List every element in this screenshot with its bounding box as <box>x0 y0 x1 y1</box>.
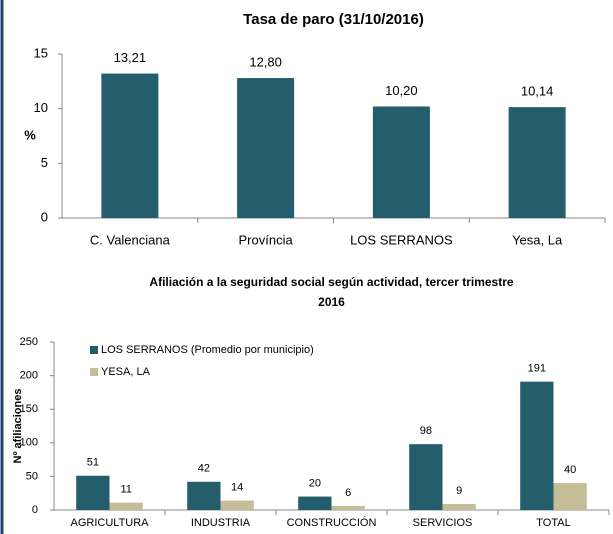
y-axis-label: Nº afiliaciones <box>12 389 24 464</box>
legend-swatch <box>90 368 98 376</box>
value-label: 98 <box>420 425 432 437</box>
legend-label: YESA, LA <box>101 366 151 378</box>
bar <box>372 106 430 218</box>
x-tick-label: TOTAL <box>536 517 570 529</box>
x-tick-label: CONSTRUCCIÓN <box>287 516 377 529</box>
y-axis-label: % <box>24 127 36 142</box>
bar <box>76 475 110 510</box>
bar <box>237 78 295 218</box>
bar <box>187 481 221 510</box>
value-label: 40 <box>564 464 576 476</box>
value-label: 42 <box>198 463 210 475</box>
value-label: 9 <box>456 485 462 497</box>
x-tick-label: C. Valenciana <box>90 232 171 247</box>
value-label: 11 <box>120 484 131 496</box>
bar <box>553 483 587 510</box>
y-tick-label: 250 <box>20 336 38 348</box>
y-tick-label: 10 <box>34 100 48 115</box>
y-tick-label: 200 <box>20 370 38 382</box>
bar <box>442 503 476 510</box>
value-label: 12,80 <box>249 54 282 69</box>
bar <box>101 73 159 218</box>
x-tick-label: LOS SERRANOS <box>350 232 453 247</box>
value-label: 20 <box>309 477 321 489</box>
y-tick-label: 150 <box>20 403 38 415</box>
x-tick-label: Província <box>239 232 294 247</box>
legend-swatch <box>90 346 98 354</box>
x-tick-label: INDUSTRIA <box>191 517 251 529</box>
bar <box>220 500 254 510</box>
bar <box>331 505 365 510</box>
value-label: 13,21 <box>114 50 147 65</box>
y-tick-label: 5 <box>41 155 48 170</box>
x-tick-label: AGRICULTURA <box>70 517 149 529</box>
bar <box>109 502 143 510</box>
bar <box>298 496 332 510</box>
value-label: 191 <box>528 363 546 375</box>
y-tick-label: 0 <box>41 209 48 224</box>
x-tick-label: Yesa, La <box>512 232 563 247</box>
bar <box>520 381 554 510</box>
y-tick-label: 0 <box>32 504 38 516</box>
y-tick-label: 100 <box>20 437 38 449</box>
chart-title: Tasa de paro (31/10/2016) <box>243 11 424 28</box>
value-label: 10,14 <box>521 84 554 99</box>
legend-label: LOS SERRANOS (Promedio por municipio) <box>101 344 314 356</box>
y-tick-label: 15 <box>34 45 48 60</box>
x-tick-label: SERVICIOS <box>413 517 473 529</box>
value-label: 10,20 <box>385 83 418 98</box>
bar <box>508 107 566 218</box>
y-tick-label: 50 <box>26 470 38 482</box>
value-label: 6 <box>345 487 351 499</box>
chart-title: Afiliación a la seguridad social según a… <box>149 275 513 309</box>
bar <box>409 444 443 510</box>
value-label: 14 <box>231 481 243 493</box>
value-label: 51 <box>87 457 99 469</box>
